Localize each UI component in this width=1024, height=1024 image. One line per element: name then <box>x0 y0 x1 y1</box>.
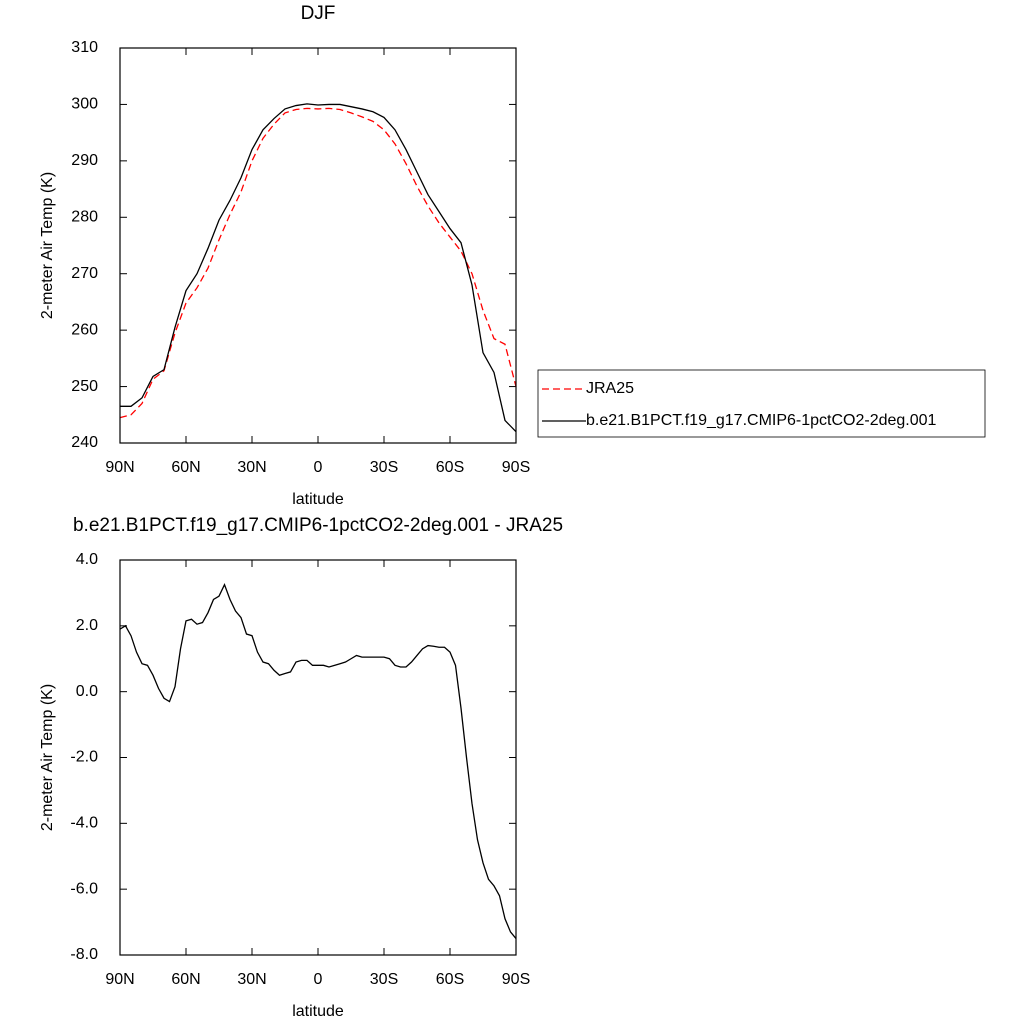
y-tick-label: -6.0 <box>70 880 98 897</box>
x-tick-label: 60S <box>436 459 464 476</box>
y-tick-label: 260 <box>71 321 98 338</box>
x-tick-label: 0 <box>314 459 323 476</box>
y-tick-label: -2.0 <box>70 749 98 766</box>
x-tick-label: 60N <box>171 971 200 988</box>
x-tick-label: 30S <box>370 971 398 988</box>
y-axis-label: 2-meter Air Temp (K) <box>39 684 56 831</box>
x-tick-label: 60N <box>171 459 200 476</box>
x-tick-label: 30N <box>237 459 266 476</box>
y-tick-label: -8.0 <box>70 946 98 963</box>
y-tick-label: 240 <box>71 434 98 451</box>
y-tick-label: 300 <box>71 96 98 113</box>
y-tick-label: 270 <box>71 265 98 282</box>
x-axis-label: latitude <box>292 491 344 508</box>
data-line <box>119 583 517 939</box>
x-tick-label: 90S <box>502 971 530 988</box>
legend-box <box>537 369 986 438</box>
x-tick-label: 30S <box>370 459 398 476</box>
data-line <box>120 103 517 433</box>
x-tick-label: 90S <box>502 459 530 476</box>
plot-frame <box>119 559 517 956</box>
y-tick-label: 250 <box>71 378 98 395</box>
chart-title: DJF <box>301 3 336 24</box>
x-tick-label: 30N <box>237 971 266 988</box>
y-tick-label: 290 <box>71 152 98 169</box>
data-line <box>119 107 517 419</box>
y-tick-label: 4.0 <box>76 551 98 568</box>
y-axis-label: 2-meter Air Temp (K) <box>39 172 56 319</box>
plot-frame <box>119 47 517 444</box>
x-tick-label: 90N <box>105 971 134 988</box>
y-tick-label: -4.0 <box>70 815 98 832</box>
legend-label: b.e21.B1PCT.f19_g17.CMIP6-1pctCO2-2deg.0… <box>586 412 937 429</box>
y-tick-label: 310 <box>71 39 98 56</box>
y-tick-label: 280 <box>71 209 98 226</box>
chart-title: b.e21.B1PCT.f19_g17.CMIP6-1pctCO2-2deg.0… <box>73 515 563 536</box>
x-axis-label: latitude <box>292 1003 344 1020</box>
legend-label: JRA25 <box>586 380 634 397</box>
y-tick-label: 0.0 <box>76 683 98 700</box>
x-tick-label: 60S <box>436 971 464 988</box>
x-tick-label: 0 <box>314 971 323 988</box>
x-tick-label: 90N <box>105 459 134 476</box>
y-tick-label: 2.0 <box>76 617 98 634</box>
